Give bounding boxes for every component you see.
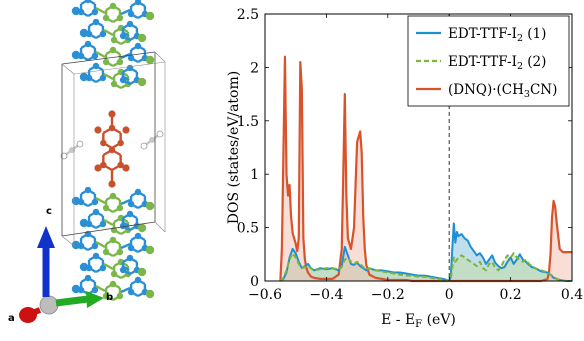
y-tick-label: 1	[250, 167, 259, 183]
crystal-structure-image: b c a	[8, 0, 166, 324]
x-tick-label: 0	[445, 287, 454, 303]
y-tick-label: 1.5	[237, 114, 259, 130]
dos-chart: −0.6 −0.4 −0.2 0 0.2 0.4 0 0.5 1 1.5 2 2.5 E - EF …	[226, 7, 583, 330]
y-axis-ticks: 0 0.5 1 1.5 2 2.5	[237, 7, 572, 290]
y-tick-label: 2	[250, 60, 259, 76]
axis-b-label: b	[106, 292, 113, 303]
legend-label-1: EDT-TTF-I2 (1)	[448, 26, 546, 44]
x-tick-label: −0.4	[309, 287, 343, 303]
unit-cell-outline	[61, 51, 166, 247]
molecule-stack	[60, 0, 164, 302]
x-tick-label: 0.4	[561, 287, 583, 303]
x-axis-title: E - EF (eV)	[381, 312, 456, 330]
x-axis-title-unit: (eV)	[422, 312, 456, 328]
axis-a-label: a	[8, 313, 15, 324]
acceptor-molecule	[94, 110, 130, 188]
series-line-2	[279, 252, 572, 282]
x-tick-label: −0.6	[248, 287, 282, 303]
legend: EDT-TTF-I2 (1) EDT-TTF-I2 (2) (DNQ)·(CH3CN…	[407, 15, 570, 107]
x-axis-ticks: −0.6 −0.4 −0.2 0 0.2 0.4	[248, 14, 583, 303]
axis-c-label: c	[46, 206, 52, 217]
y-tick-label: 0.5	[237, 221, 259, 237]
x-tick-label: −0.2	[371, 287, 405, 303]
x-tick-label: 0.2	[499, 287, 521, 303]
y-axis-title: DOS (states/eV/atom)	[226, 71, 242, 224]
legend-label-2: EDT-TTF-I2 (2)	[448, 54, 546, 72]
legend-label-3: (DNQ)·(CH3CN)	[448, 82, 557, 100]
axis-triad: b c a	[8, 206, 113, 324]
x-axis-title-subscript: F	[415, 319, 422, 330]
y-tick-label: 2.5	[237, 7, 259, 23]
x-axis-title-main: E - E	[381, 312, 415, 328]
y-tick-label: 0	[250, 274, 259, 290]
plot-frame	[264, 13, 573, 282]
